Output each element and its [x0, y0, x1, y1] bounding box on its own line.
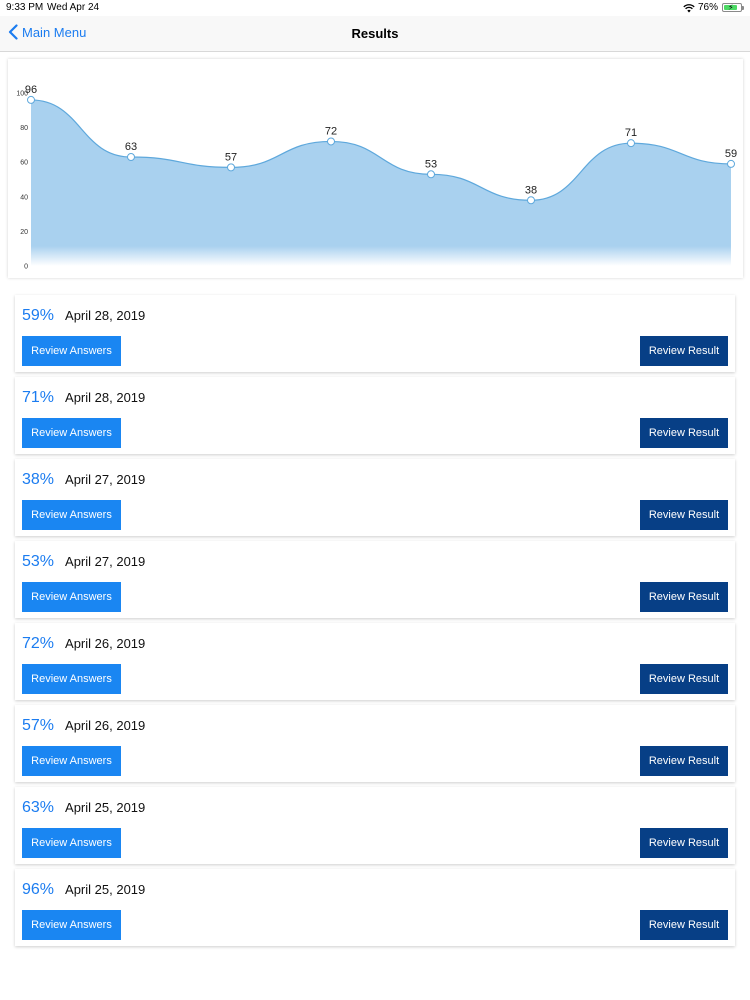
result-card: 53% April 27, 2019 Review Answers Review Re…	[15, 541, 735, 618]
y-tick-label: 20	[20, 229, 28, 236]
review-answers-button[interactable]: Review Answers	[22, 418, 121, 448]
chart-area-fill	[31, 99, 731, 266]
chart-line	[30, 99, 732, 201]
review-answers-button[interactable]: Review Answers	[22, 828, 121, 858]
result-date: April 25, 2019	[65, 882, 146, 897]
data-label: 63	[125, 141, 137, 153]
review-result-button[interactable]: Review Result	[640, 336, 728, 366]
y-tick-label: 100	[16, 91, 28, 98]
data-point	[727, 159, 735, 168]
review-answers-button[interactable]: Review Answers	[22, 582, 121, 612]
result-card: 96% April 25, 2019 Review Answers Review Re…	[15, 869, 735, 946]
result-card: 71% April 28, 2019 Review Answers Review Re…	[15, 377, 735, 454]
review-result-button[interactable]: Review Result	[640, 746, 728, 776]
wifi-icon	[683, 3, 695, 12]
data-point	[427, 170, 435, 179]
review-result-button[interactable]: Review Result	[640, 664, 728, 694]
results-chart-svg: 0 20 40 60 80 100 96 63 57 72 53 38 71 59	[16, 84, 737, 271]
data-point	[327, 137, 335, 146]
review-answers-button[interactable]: Review Answers	[22, 336, 121, 366]
result-date: April 28, 2019	[65, 308, 146, 323]
result-date: April 27, 2019	[65, 472, 146, 487]
result-date: April 26, 2019	[65, 718, 146, 733]
status-indicators: 76% ⚡	[683, 2, 744, 13]
result-header: 57% April 26, 2019	[22, 717, 145, 735]
main-menu-back-button[interactable]: Main Menu	[8, 24, 86, 40]
result-header: 59% April 28, 2019	[22, 307, 145, 325]
review-result-button[interactable]: Review Result	[640, 582, 728, 612]
result-card: 63% April 25, 2019 Review Answers Review Re…	[15, 787, 735, 864]
data-label: 53	[425, 158, 437, 170]
result-percent: 96%	[22, 881, 55, 898]
y-tick-label: 60	[20, 160, 28, 167]
review-result-button[interactable]: Review Result	[640, 418, 728, 448]
data-label: 59	[725, 148, 737, 160]
result-percent: 53%	[22, 553, 55, 570]
result-percent: 71%	[22, 389, 55, 406]
result-date: April 27, 2019	[65, 554, 146, 569]
review-result-button[interactable]: Review Result	[640, 828, 728, 858]
page-title: Results	[351, 26, 399, 41]
battery-charging-icon: ⚡	[722, 3, 744, 12]
result-card: 38% April 27, 2019 Review Answers Review Re…	[15, 459, 735, 536]
results-list: 59% April 28, 2019 Review Answers Review Re…	[15, 295, 735, 951]
status-time: 9:33 PM	[6, 2, 44, 13]
result-percent: 57%	[22, 717, 55, 734]
navigation-bar: Main Menu Results	[0, 16, 750, 52]
result-header: 72% April 26, 2019	[22, 635, 145, 653]
result-header: 96% April 25, 2019	[22, 881, 145, 899]
review-result-button[interactable]: Review Result	[640, 910, 728, 940]
result-percent: 72%	[22, 635, 55, 652]
result-card: 72% April 26, 2019 Review Answers Review Re…	[15, 623, 735, 700]
chevron-left-icon	[8, 24, 18, 40]
result-header: 53% April 27, 2019	[22, 553, 145, 571]
result-header: 63% April 25, 2019	[22, 799, 145, 817]
data-label: 96	[25, 84, 37, 96]
chart-points: 96 63 57 72 53 38 71 59	[25, 84, 737, 205]
data-label: 57	[225, 151, 237, 163]
data-label: 71	[625, 127, 637, 139]
result-percent: 59%	[22, 307, 55, 324]
results-chart: 0 20 40 60 80 100 96 63 57 72 53 38 71 59	[8, 59, 743, 278]
review-result-button[interactable]: Review Result	[640, 500, 728, 530]
battery-percent: 76%	[697, 2, 718, 13]
result-card: 59% April 28, 2019 Review Answers Review Re…	[15, 295, 735, 372]
data-point	[227, 163, 235, 172]
data-point	[627, 139, 635, 148]
result-percent: 38%	[22, 471, 55, 488]
y-axis: 0 20 40 60 80 100	[16, 91, 28, 271]
data-point	[527, 196, 535, 205]
result-date: April 25, 2019	[65, 800, 146, 815]
y-tick-label: 0	[24, 264, 28, 271]
result-card: 57% April 26, 2019 Review Answers Review Re…	[15, 705, 735, 782]
status-date: Wed Apr 24	[47, 2, 100, 13]
result-date: April 26, 2019	[65, 636, 146, 651]
status-bar: 9:33 PM Wed Apr 24 76% ⚡	[0, 0, 750, 16]
data-point	[127, 153, 135, 162]
review-answers-button[interactable]: Review Answers	[22, 910, 121, 940]
result-header: 71% April 28, 2019	[22, 389, 145, 407]
result-date: April 28, 2019	[65, 390, 146, 405]
result-percent: 63%	[22, 799, 55, 816]
review-answers-button[interactable]: Review Answers	[22, 664, 121, 694]
data-point	[27, 95, 35, 104]
y-tick-label: 40	[20, 194, 28, 201]
back-label: Main Menu	[22, 24, 87, 40]
data-label: 38	[525, 184, 537, 196]
data-label: 72	[325, 125, 337, 137]
review-answers-button[interactable]: Review Answers	[22, 500, 121, 530]
result-header: 38% April 27, 2019	[22, 471, 145, 489]
review-answers-button[interactable]: Review Answers	[22, 746, 121, 776]
y-tick-label: 80	[20, 125, 28, 132]
